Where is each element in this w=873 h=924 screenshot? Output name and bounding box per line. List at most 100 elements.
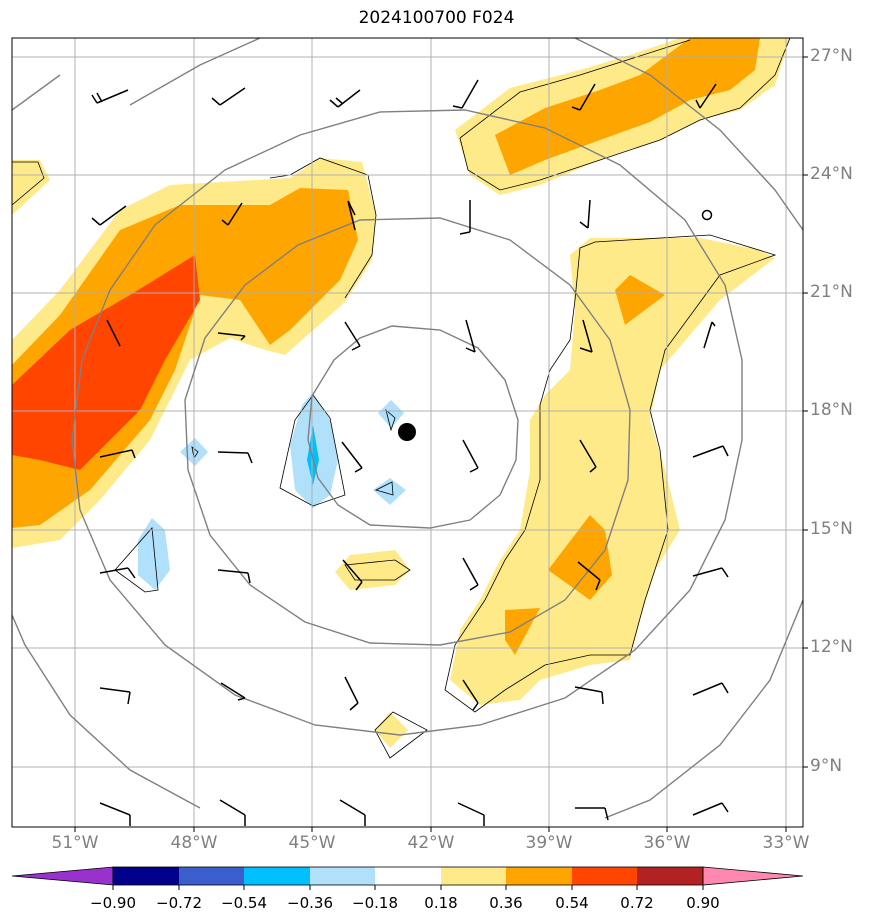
plot-frame	[11, 37, 804, 828]
field-neg-blue-b	[138, 518, 170, 590]
lon-label-45w: 45°W	[288, 833, 336, 853]
field-band-e-orange-a	[548, 515, 612, 600]
lon-label-36w: 36°W	[643, 833, 691, 853]
wind-barb-icon	[344, 676, 359, 711]
field-band-ne-orange	[495, 38, 760, 175]
wind-barb-icon	[329, 89, 361, 108]
range-rings	[12, 38, 803, 819]
wind-barb-icon	[462, 679, 479, 711]
wind-barb-icon	[342, 559, 363, 591]
wind-barb-icon	[452, 79, 479, 109]
colorbar-tick-label: −0.90	[90, 894, 136, 912]
field-band-e-orange-c	[615, 275, 665, 325]
colorbar-tick-label: −0.54	[221, 894, 267, 912]
colorbar-tick-label: −0.36	[287, 894, 333, 912]
colorbar-outline	[112, 866, 704, 886]
storm-center-marker	[398, 423, 416, 441]
lon-label-51w: 51°W	[51, 833, 99, 853]
colorbar-tick-label: 0.36	[489, 894, 523, 912]
range-ring-4	[12, 38, 803, 819]
wind-barb-icon	[91, 89, 129, 104]
wind-barb-icon	[106, 319, 121, 347]
shading-layer	[12, 38, 790, 748]
wind-barb-icon	[457, 802, 485, 826]
wind-barb-icon	[579, 319, 593, 353]
wind-barb-icon	[99, 449, 136, 459]
wind-barb-icon	[341, 441, 363, 473]
wind-barb-icon	[339, 799, 366, 826]
lon-label-48w: 48°W	[170, 833, 218, 853]
wind-barb-icon	[692, 802, 729, 816]
lat-label-24n: 24°N	[810, 164, 853, 184]
field-band-e-yellow	[450, 238, 775, 705]
wind-barb-icon	[347, 200, 356, 231]
range-ring-2	[184, 217, 631, 646]
wind-barb-icon	[703, 321, 716, 349]
wind-barb-icon	[211, 87, 246, 106]
wind-barb-icon	[462, 557, 479, 591]
wind-barb-icon	[217, 569, 251, 584]
field-patch-yellow-center	[335, 550, 410, 590]
wind-barb-icon	[217, 332, 246, 341]
colorbar-seg-9	[637, 867, 703, 885]
colorbar-tick-label: 0.18	[424, 894, 458, 912]
wind-barb-icon	[99, 802, 131, 826]
wind-barb-icon	[579, 439, 597, 473]
field-neg-blue-e	[373, 478, 406, 505]
lat-label-15n: 15°N	[810, 519, 853, 539]
map-title: 2024100700 F024	[358, 8, 515, 28]
wind-barb-icon	[692, 682, 729, 696]
range-ring-1	[307, 325, 519, 529]
wind-barb-icon	[217, 451, 253, 464]
colorbar-extend-min	[11, 866, 114, 886]
wind-barb-icon	[344, 321, 361, 351]
colorbar-seg-1	[113, 867, 179, 885]
field-patch-yellow-south	[375, 712, 408, 748]
range-ring-3	[71, 109, 743, 736]
colorbar-tick-label: −0.18	[352, 894, 398, 912]
lat-label-12n: 12°N	[810, 637, 853, 657]
wind-barb-icon	[220, 682, 246, 701]
wind-barb-icon	[465, 319, 476, 353]
wind-barb-icon	[459, 200, 471, 235]
wind-barb-icon	[579, 199, 591, 229]
wind-barb-icon	[99, 567, 136, 579]
colorbar-tick-label: 0.72	[620, 894, 654, 912]
wind-barb-icon	[571, 83, 596, 111]
wind-barb-icon	[91, 205, 127, 226]
colorbar-seg-3	[244, 867, 310, 885]
colorbar-tick-label: 0.54	[555, 894, 589, 912]
wind-barb-icon	[575, 807, 609, 821]
field-band-nw-tip	[12, 160, 50, 215]
wind-barb-icon	[462, 439, 479, 473]
lat-label-18n: 18°N	[810, 400, 853, 420]
colorbar-seg-8	[572, 867, 637, 885]
colorbar-seg-5	[375, 867, 441, 885]
wind-barb-icon	[99, 687, 131, 705]
wind-barb-icon	[692, 445, 729, 458]
colorbar-seg-4	[310, 867, 375, 885]
colorbar	[11, 866, 804, 890]
lat-label-9n: 9°N	[810, 756, 843, 776]
lon-label-39w: 39°W	[525, 833, 573, 853]
wind-barb-icon	[692, 567, 729, 578]
colorbar-seg-2	[179, 867, 244, 885]
wind-barb-icon	[577, 561, 601, 591]
colorbar-tick-label: −0.72	[156, 894, 202, 912]
colorbar-tick-label: 0.90	[686, 894, 720, 912]
lon-label-42w: 42°W	[407, 833, 455, 853]
lon-label-33w: 33°W	[762, 833, 810, 853]
axis-ticks	[74, 56, 808, 832]
lat-label-21n: 21°N	[810, 282, 853, 302]
wind-barbs	[91, 79, 729, 826]
wind-barb-icon	[695, 83, 717, 109]
lat-label-27n: 27°N	[810, 46, 853, 66]
gridlines	[12, 38, 803, 827]
colorbar-extend-max	[702, 866, 804, 886]
wind-barb-icon	[219, 799, 246, 826]
field-band-nw-red	[12, 255, 200, 470]
colorbar-seg-7	[506, 867, 572, 885]
wind-barb-icon	[221, 202, 243, 226]
wind-barb-icon	[574, 686, 604, 705]
